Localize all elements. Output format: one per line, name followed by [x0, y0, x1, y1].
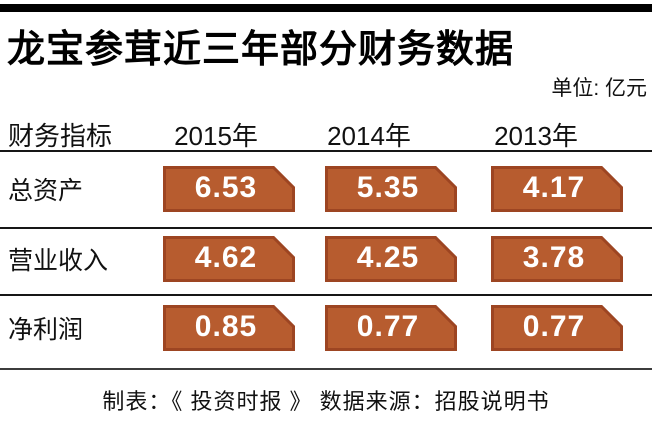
footer-divider	[0, 368, 652, 370]
badge-tag-icon	[491, 305, 623, 351]
footer-credit: 制表：《 投资时报 》 数据来源：招股说明书	[102, 389, 550, 414]
badge-value: 3.78	[522, 241, 586, 274]
row-divider	[0, 227, 652, 229]
column-header-indicator: 财务指标	[8, 121, 113, 151]
row-label-operating-revenue: 营业收入	[8, 247, 109, 275]
badge-value: 0.77	[356, 310, 420, 343]
badge-value: 0.85	[194, 310, 258, 343]
unit-label: 单位: 亿元	[551, 77, 647, 100]
badge-value: 6.53	[194, 171, 258, 204]
badge-tag-icon	[163, 166, 295, 212]
top-rule	[0, 4, 652, 12]
row-divider	[0, 294, 652, 296]
badge-value: 4.25	[356, 241, 420, 274]
badge-tag-icon	[325, 166, 457, 212]
column-header-2014: 2014年	[327, 121, 411, 151]
header-divider	[0, 150, 652, 152]
value-badge: 4.25	[325, 236, 457, 282]
value-badge: 5.35	[325, 166, 457, 212]
value-badge: 3.78	[491, 236, 623, 282]
badge-value: 5.35	[356, 171, 420, 204]
value-badge: 0.77	[491, 305, 623, 351]
badge-value: 0.77	[522, 310, 586, 343]
badge-tag-icon	[325, 305, 457, 351]
badge-tag-icon	[491, 166, 623, 212]
badge-tag-icon	[163, 305, 295, 351]
value-badge: 0.77	[325, 305, 457, 351]
value-badge: 6.53	[163, 166, 295, 212]
badge-value: 4.17	[522, 171, 586, 204]
badge-tag-icon	[163, 236, 295, 282]
column-header-2015: 2015年	[174, 121, 258, 151]
value-badge: 4.17	[491, 166, 623, 212]
value-badge: 4.62	[163, 236, 295, 282]
page-title: 龙宝参茸近三年部分财务数据	[7, 29, 515, 71]
row-label-total-assets: 总资产	[8, 177, 84, 205]
row-label-net-profit: 净利润	[8, 316, 84, 344]
column-header-2013: 2013年	[494, 121, 578, 151]
badge-value: 4.62	[194, 241, 258, 274]
badge-tag-icon	[491, 236, 623, 282]
value-badge: 0.85	[163, 305, 295, 351]
badge-tag-icon	[325, 236, 457, 282]
